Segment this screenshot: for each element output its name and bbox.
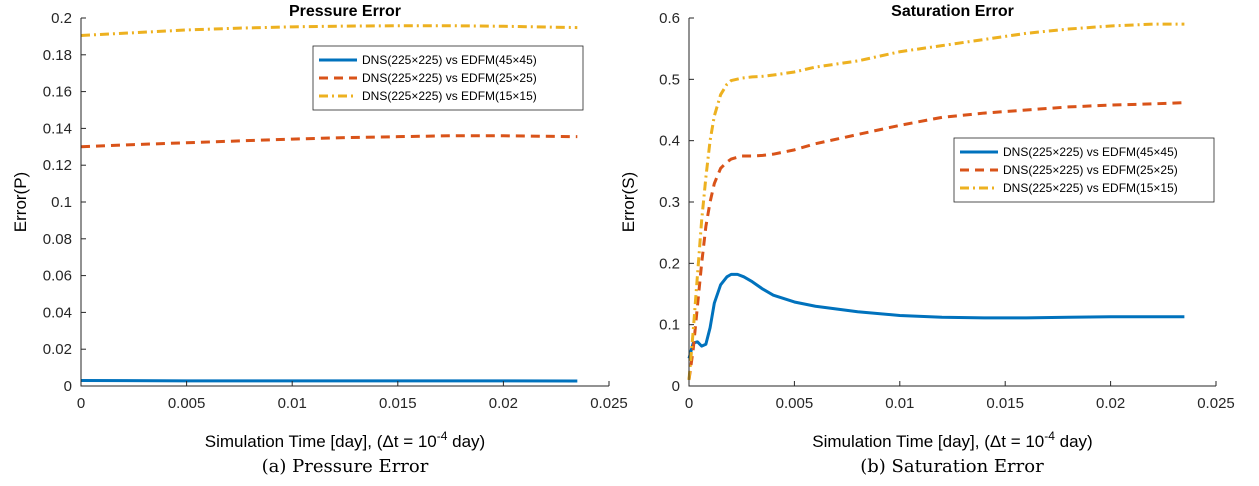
y-tick-label: 0.2 [659,255,680,272]
x-tick-label: 0.025 [1197,395,1235,412]
legend: DNS(225×225) vs EDFM(45×45) DNS(225×225) … [312,45,584,111]
x-axis-label: Simulation Time [day], (Δt = 10-4 day) [205,429,485,451]
series-line-3 [80,24,578,37]
legend-label-1: DNS(225×225) vs EDFM(45×45) [1003,145,1178,159]
x-tick-label: 0.015 [986,395,1024,412]
x-tick-label: 0.015 [379,395,417,412]
y-tick-label: 0.08 [43,231,72,248]
figure-caption: (a) Pressure Error [262,456,429,477]
legend-label-2: DNS(225×225) vs EDFM(25×25) [362,71,537,85]
y-tick-label: 0.5 [659,71,680,88]
series-line-2 [80,134,578,149]
x-tick-label: 0 [77,395,85,412]
series-line-1 [687,272,1185,359]
y-tick-label: 0.4 [659,133,680,150]
chart-title: Saturation Error [891,3,1014,20]
x-tick-label: 0.005 [776,395,814,412]
y-tick-label: 0.18 [43,47,72,64]
y-axis-label: Error(S) [619,172,638,232]
x-tick-label: 0.02 [489,395,518,412]
chart-title: Pressure Error [289,3,401,20]
y-tick-label: 0.06 [43,268,72,285]
x-tick-label: 0 [685,395,693,412]
saturation-error-chart: 0 0.005 0.01 0.015 0.02 0.025 0 0.1 0.2 0.3 0.4 0.5… [619,3,1235,477]
x-tick-label: 0.01 [278,395,307,412]
y-tick-label: 0.02 [43,341,72,358]
legend-label-2: DNS(225×225) vs EDFM(25×25) [1003,163,1178,177]
x-axis-label: Simulation Time [day], (Δt = 10-4 day) [812,429,1092,451]
legend-box [312,45,584,111]
y-tick-label: 0.16 [43,84,72,101]
y-tick-label: 0.14 [43,120,72,137]
legend-label-3: DNS(225×225) vs EDFM(15×15) [362,89,537,103]
y-tick-label: 0.6 [659,10,680,27]
x-tick-label: 0.02 [1096,395,1125,412]
x-tick-label: 0.005 [168,395,206,412]
legend-label-3: DNS(225×225) vs EDFM(15×15) [1003,181,1178,195]
y-tick-label: 0.2 [51,10,72,27]
y-tick-label: 0 [672,378,680,395]
y-tick-label: 0.1 [51,194,72,211]
figure-caption: (b) Saturation Error [860,456,1044,477]
legend: DNS(225×225) vs EDFM(45×45) DNS(225×225) … [953,137,1215,203]
x-tick-label: 0.025 [590,395,628,412]
y-tick-label: 0.3 [659,194,680,211]
legend-label-1: DNS(225×225) vs EDFM(45×45) [362,53,537,67]
y-tick-label: 0.1 [659,317,680,334]
pressure-error-chart: 0 0.005 0.01 0.015 0.02 0.025 0 0.02 0.04 0.06 0.0… [11,3,628,477]
y-axis-label: Error(P) [11,172,30,232]
y-tick-label: 0.04 [43,304,72,321]
y-tick-label: 0 [64,378,72,395]
series-line-2 [687,101,1185,381]
y-tick-label: 0.12 [43,157,72,174]
x-tick-label: 0.01 [885,395,914,412]
series-line-3 [687,22,1185,380]
series-line-1 [80,378,578,383]
